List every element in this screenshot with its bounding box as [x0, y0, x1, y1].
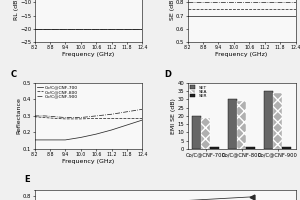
Text: C: C	[11, 70, 17, 79]
Y-axis label: RL (dB): RL (dB)	[14, 0, 19, 20]
A	[250, 196, 254, 198]
Bar	[228, 99, 237, 149]
Bar	[282, 147, 291, 149]
Legend: Co/C@CNF-700, Co/C@CNF-800, Co/C@CNF-900: Co/C@CNF-700, Co/C@CNF-800, Co/C@CNF-900	[37, 85, 78, 99]
Y-axis label: SE (dB): SE (dB)	[170, 0, 175, 20]
Bar	[273, 93, 282, 149]
Bar	[237, 101, 246, 149]
Text: D: D	[164, 70, 171, 79]
Bar	[264, 91, 273, 149]
Bar	[246, 147, 255, 149]
Bar	[210, 147, 219, 149]
Bar	[192, 116, 201, 149]
Line: A: A	[76, 194, 254, 200]
X-axis label: Frequency (GHz): Frequency (GHz)	[62, 52, 115, 57]
Y-axis label: Reflectance: Reflectance	[16, 97, 22, 134]
Legend: SET, SEA, SER: SET, SEA, SER	[190, 85, 207, 99]
X-axis label: Frequency (GHz): Frequency (GHz)	[62, 159, 115, 164]
Bar	[201, 118, 210, 149]
X-axis label: Frequency (GHz): Frequency (GHz)	[215, 52, 268, 57]
Text: E: E	[24, 175, 30, 184]
Y-axis label: EMI SE (dB): EMI SE (dB)	[171, 98, 176, 134]
